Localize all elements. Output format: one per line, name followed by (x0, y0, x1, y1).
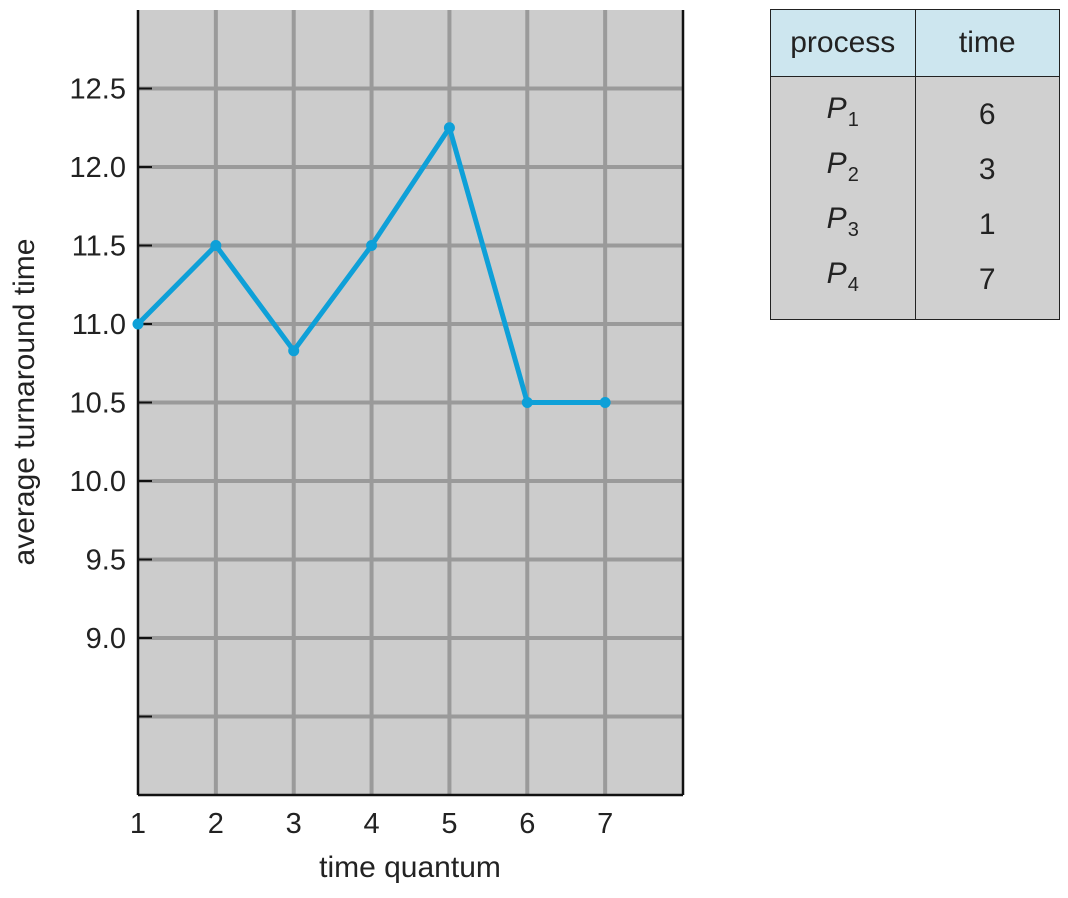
process-subscript: 4 (847, 274, 859, 296)
table-header-row: process time (770, 9, 1060, 77)
process-name: P (826, 202, 847, 235)
table-row: P4 7 (770, 252, 1060, 320)
data-point (210, 240, 222, 251)
y-tick-label: 10.5 (70, 388, 126, 420)
table-row: P3 1 (770, 197, 1060, 252)
process-cell: P2 (770, 142, 916, 197)
y-tick-label: 12.0 (70, 152, 126, 184)
x-tick-label: 2 (208, 808, 224, 840)
process-name: P (826, 92, 847, 125)
series-layer (132, 121, 611, 408)
x-tick-label: 3 (286, 808, 302, 840)
data-point (366, 240, 378, 251)
process-name: P (826, 147, 847, 180)
table-row: P1 6 (770, 76, 1060, 142)
y-tick-label: 10.0 (70, 466, 126, 498)
x-axis-title: time quantum (319, 851, 501, 884)
y-tick-label: 11.5 (72, 231, 126, 263)
y-axis-title: average turnaround time (8, 239, 41, 566)
process-subscript: 1 (847, 109, 859, 131)
data-point (443, 122, 455, 134)
x-tick-label: 7 (597, 808, 613, 840)
y-tick-label: 12.5 (70, 74, 126, 106)
data-point (132, 318, 144, 330)
x-tick-label: 4 (364, 808, 380, 840)
time-cell: 7 (914, 252, 1060, 320)
header-process: process (770, 9, 916, 77)
process-cell: P3 (770, 197, 916, 252)
data-point (599, 397, 611, 408)
data-point (521, 397, 533, 408)
data-point (288, 345, 300, 357)
x-tick-label: 5 (441, 808, 457, 840)
process-cell: P1 (770, 76, 916, 142)
process-name: P (826, 257, 847, 290)
time-cell: 3 (914, 142, 1060, 197)
x-tick-label: 1 (130, 808, 146, 840)
process-time-table: process time P1 6 P2 3 P3 1 P4 7 (770, 9, 1060, 320)
y-tick-label: 11.0 (72, 309, 126, 341)
x-tick-label: 6 (519, 808, 535, 840)
process-subscript: 3 (847, 219, 859, 241)
time-cell: 6 (914, 76, 1060, 142)
tick-layer: 9.0 9.5 10.0 10.5 11.0 11.5 12.0 12.5 1 2 3 4 5 6 7 (70, 74, 614, 841)
y-tick-label: 9.0 (86, 623, 126, 655)
time-cell: 1 (914, 197, 1060, 252)
table-row: P2 3 (770, 142, 1060, 197)
process-subscript: 2 (847, 164, 859, 186)
process-cell: P4 (770, 252, 916, 320)
header-time: time (914, 9, 1060, 77)
y-tick-label: 9.5 (86, 545, 126, 577)
